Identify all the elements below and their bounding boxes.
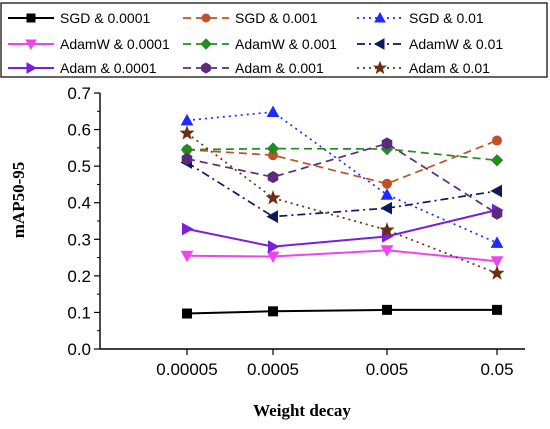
data-point-marker <box>490 236 504 248</box>
y-tick-label: 0.5 <box>67 157 91 176</box>
legend-item: SGD & 0.0001 <box>8 10 150 26</box>
x-tick-label: 0.005 <box>366 360 409 379</box>
legend-label: AdamW & 0.01 <box>409 36 503 52</box>
legend-item: Adam & 0.01 <box>357 60 490 76</box>
data-point-marker <box>372 60 388 75</box>
series-line <box>186 161 498 218</box>
data-point-marker <box>491 207 503 220</box>
data-point-marker <box>492 135 502 146</box>
data-point-marker <box>25 39 37 51</box>
legend-label: SGD & 0.0001 <box>60 10 150 26</box>
legend-item: Adam & 0.001 <box>183 60 324 76</box>
data-point-marker <box>374 11 386 23</box>
series-4 <box>180 245 504 268</box>
series-line <box>186 147 498 162</box>
series-8 <box>181 137 503 220</box>
data-point-marker <box>382 178 392 189</box>
data-point-marker <box>266 105 280 117</box>
y-tick-label: 0.4 <box>67 194 91 213</box>
legend-label: SGD & 0.01 <box>409 10 484 26</box>
y-tick-label: 0.6 <box>67 121 91 140</box>
series-line <box>186 139 498 185</box>
y-tick-label: 0.0 <box>67 340 91 359</box>
data-point-marker <box>179 125 195 140</box>
series-line <box>186 142 498 215</box>
axes: 0.0 0.1 0.2 0.3 0.4 0.5 0.6 0.7 0.00005 0.0005 0.0… <box>67 84 525 379</box>
data-point-marker <box>373 38 385 50</box>
y-tick-label: 0.1 <box>67 303 91 322</box>
data-point-marker <box>382 304 392 315</box>
series-5 <box>180 142 504 167</box>
data-point-marker <box>380 245 394 257</box>
data-point-marker <box>182 222 194 236</box>
data-point-marker <box>26 62 38 74</box>
data-point-marker <box>490 154 504 167</box>
legend-item: SGD & 0.001 <box>183 10 318 26</box>
data-point-marker <box>266 142 280 155</box>
legend-box <box>0 2 548 78</box>
data-point-marker <box>490 184 502 198</box>
series-line <box>186 249 498 263</box>
y-axis-title: mAP50-95 <box>9 162 28 238</box>
legend-item: AdamW & 0.0001 <box>8 36 170 52</box>
data-point-marker <box>201 13 211 23</box>
legend-item: AdamW & 0.001 <box>183 36 337 52</box>
legend-label: AdamW & 0.001 <box>235 36 337 52</box>
series-line <box>186 209 498 248</box>
data-point-marker <box>490 256 504 268</box>
data-point-marker <box>182 308 192 319</box>
series-2 <box>182 135 502 189</box>
x-tick-label: 0.00005 <box>156 360 217 379</box>
legend-item: SGD & 0.01 <box>357 10 484 26</box>
x-axis-title: Weight decay <box>253 401 351 420</box>
data-point-marker <box>180 250 194 263</box>
series-6 <box>180 156 502 223</box>
data-point-marker <box>380 201 392 215</box>
data-point-marker <box>381 137 393 150</box>
legend-label: Adam & 0.001 <box>235 60 324 76</box>
data-point-marker <box>265 190 281 205</box>
series-line <box>186 111 498 244</box>
data-point-marker <box>200 38 212 50</box>
data-point-marker <box>201 62 211 74</box>
data-point-marker <box>268 240 280 253</box>
series-7 <box>182 203 504 253</box>
legend-item: AdamW & 0.01 <box>357 36 503 52</box>
y-tick-label: 0.7 <box>67 84 91 103</box>
y-tick-label: 0.3 <box>67 230 91 249</box>
legend-label: Adam & 0.01 <box>409 60 490 76</box>
y-tick-label: 0.2 <box>67 267 91 286</box>
x-tick-label: 0.0005 <box>247 360 299 379</box>
data-point-marker <box>267 171 279 184</box>
data-point-marker <box>268 306 278 317</box>
legend-item: Adam & 0.0001 <box>8 60 157 76</box>
series-1 <box>182 304 502 319</box>
series-layer <box>179 105 505 319</box>
x-tick-label: 0.05 <box>480 360 513 379</box>
data-point-marker <box>181 152 193 165</box>
series-9 <box>179 125 505 280</box>
data-point-marker <box>266 251 280 264</box>
data-point-marker <box>26 13 36 23</box>
data-point-marker <box>489 265 505 280</box>
data-point-marker <box>379 222 395 237</box>
data-point-marker <box>266 210 278 223</box>
legend-label: AdamW & 0.0001 <box>60 36 170 52</box>
legend-label: SGD & 0.001 <box>235 10 318 26</box>
legend: SGD & 0.0001 SGD & 0.001 SGD & 0.01 AdamW &… <box>0 2 548 78</box>
series-3 <box>180 105 504 248</box>
data-point-marker <box>492 304 502 315</box>
legend-label: Adam & 0.0001 <box>60 60 157 76</box>
data-point-marker <box>180 113 194 126</box>
data-point-marker <box>380 188 394 200</box>
series-line <box>186 308 497 315</box>
